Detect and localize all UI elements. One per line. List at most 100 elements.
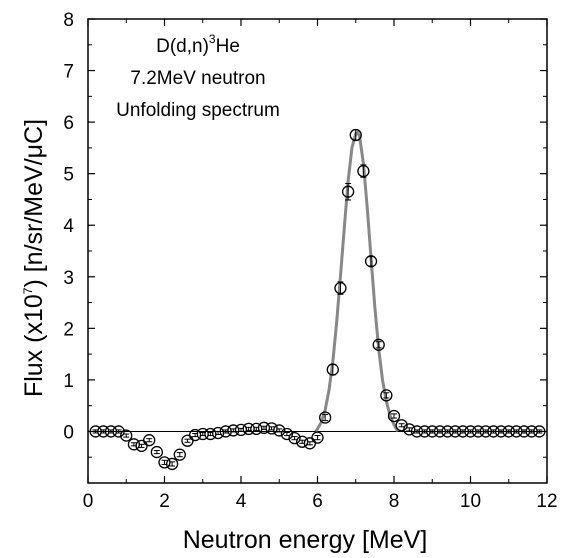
point-marker (311, 431, 324, 444)
point-marker (433, 425, 447, 438)
point-marker (479, 425, 492, 438)
point-marker (165, 457, 179, 471)
point-marker (104, 425, 118, 438)
fit-curve (314, 130, 400, 433)
y-tick-label: 8 (63, 10, 74, 31)
point-marker (456, 425, 470, 438)
point-marker (403, 423, 416, 436)
point-marker (494, 425, 508, 438)
point-marker (257, 421, 271, 434)
data-points (89, 128, 546, 471)
point-marker (449, 425, 462, 438)
point-marker (120, 429, 133, 442)
point-marker (234, 423, 248, 437)
data-point (280, 427, 294, 441)
point-marker (150, 445, 164, 459)
data-point (173, 448, 186, 461)
point-marker (334, 281, 347, 295)
y-tick-label: 4 (63, 216, 74, 237)
point-marker (196, 427, 209, 441)
point-marker (173, 448, 186, 461)
point-marker (510, 425, 523, 438)
data-point (456, 425, 470, 438)
data-point (234, 423, 248, 437)
point-marker (418, 425, 431, 438)
data-point (181, 434, 194, 447)
point-marker (487, 425, 500, 438)
data-point (127, 438, 141, 451)
x-axis-title: Neutron energy [MeV] (183, 526, 428, 554)
y-axis-title: Flux (x107) [n/sr/MeV/μC] (20, 119, 48, 397)
data-point (364, 255, 378, 268)
point-marker (349, 128, 362, 142)
point-marker (227, 424, 240, 437)
annotation-reaction: D(d,n) (156, 36, 209, 57)
data-point (120, 429, 133, 442)
annotation-line2: 7.2MeV neutron (130, 68, 265, 89)
y-tick-label: 2 (63, 319, 74, 340)
data-point (380, 389, 393, 402)
data-point (204, 427, 217, 441)
point-marker (265, 422, 278, 435)
data-point (97, 425, 110, 438)
point-marker (525, 425, 538, 438)
data-point (288, 431, 301, 445)
y-axis-title-post: ) [n/sr/MeV/μC] (20, 119, 48, 288)
data-point (357, 164, 370, 178)
point-marker (395, 419, 408, 432)
data-point (211, 426, 225, 440)
point-marker (364, 255, 378, 268)
data-point (403, 423, 416, 436)
point-marker (219, 425, 232, 438)
data-point (311, 431, 324, 444)
point-marker (112, 425, 125, 438)
point-marker (341, 185, 355, 198)
point-marker (357, 164, 370, 178)
data-point (334, 281, 347, 295)
point-marker (273, 424, 286, 437)
data-point (150, 445, 164, 459)
annotation-product: He (216, 36, 240, 57)
data-point (326, 363, 339, 376)
x-tick-label: 12 (536, 491, 557, 512)
x-tick-label: 8 (389, 491, 400, 512)
y-axis-title-pre: Flux (x10 (20, 294, 48, 397)
point-marker (380, 389, 393, 402)
point-marker (326, 363, 339, 376)
x-tick-label: 4 (236, 491, 247, 512)
y-tick-label: 3 (63, 268, 74, 289)
point-marker (280, 427, 294, 441)
data-point (158, 456, 171, 469)
point-marker (426, 425, 439, 438)
y-tick-label: 1 (63, 371, 74, 392)
point-marker (204, 427, 217, 441)
annotation: D(d,n)3He 7.2MeV neutron Unfolding spect… (116, 32, 280, 121)
point-marker (250, 422, 263, 436)
point-marker (441, 425, 454, 438)
point-marker (158, 456, 171, 469)
x-tick-label: 2 (159, 491, 170, 512)
annotation-line3: Unfolding spectrum (116, 100, 280, 121)
y-tick-label: 0 (63, 422, 74, 443)
point-marker (410, 425, 424, 438)
x-tick-label: 0 (83, 491, 94, 512)
point-marker (471, 425, 485, 438)
y-axis-title-sup: 7 (21, 287, 35, 294)
point-marker (288, 431, 301, 445)
y-tick-label: 5 (63, 165, 74, 186)
point-marker (318, 411, 332, 424)
point-marker (188, 428, 202, 442)
annotation-sup: 3 (209, 32, 216, 46)
data-point (387, 409, 401, 423)
data-point (303, 437, 317, 450)
data-point (349, 128, 362, 142)
data-point (250, 422, 263, 436)
point-marker (143, 434, 156, 447)
data-point (143, 434, 156, 447)
point-marker (97, 425, 110, 438)
x-tick-label: 10 (460, 491, 481, 512)
point-marker (517, 425, 531, 438)
point-marker (464, 425, 477, 438)
y-tick-label: 7 (63, 62, 74, 83)
